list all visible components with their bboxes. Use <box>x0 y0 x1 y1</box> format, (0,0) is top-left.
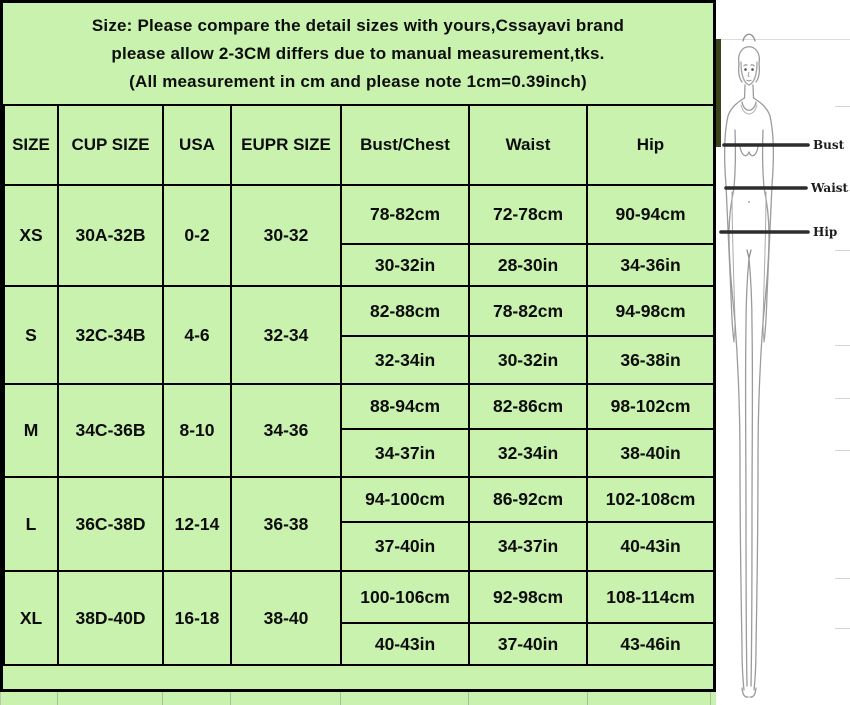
cell-hip-cm: 102-108cm <box>586 476 715 523</box>
table-row-xl-in: 40-43in 37-40in 43-46in <box>4 622 715 666</box>
cell-usa: 12-14 <box>162 476 232 572</box>
chart-title: Size: Please compare the detail sizes wi… <box>3 3 713 104</box>
cell-usa: 8-10 <box>162 383 232 478</box>
col-header-eupr: EUPR SIZE <box>230 104 342 186</box>
cell-waist-in: 37-40in <box>468 622 588 666</box>
title-line-2: please allow 2-3CM differs due to manual… <box>111 44 605 63</box>
size-chart-sheet: Size: Please compare the detail sizes wi… <box>0 0 716 692</box>
cell-eupr: 34-36 <box>230 383 342 478</box>
cell-bust-cm: 82-88cm <box>340 285 470 337</box>
gridline-remnant <box>835 106 850 107</box>
cell-hip-cm: 94-98cm <box>586 285 715 337</box>
cell-waist-in: 28-30in <box>468 243 588 287</box>
cell-hip-cm: 90-94cm <box>586 184 715 245</box>
cell-size: XL <box>3 570 59 666</box>
col-header-usa: USA <box>162 104 232 186</box>
bust-label: Bust <box>813 138 845 152</box>
measurement-lines <box>719 143 810 234</box>
table-row-m-cm: M 34C-36B 8-10 34-36 88-94cm 82-86cm 98-… <box>3 383 715 478</box>
cell-usa: 0-2 <box>162 184 232 287</box>
cell-bust-in: 30-32in <box>340 243 470 287</box>
col-header-bust: Bust/Chest <box>340 104 470 186</box>
gridline-remnant <box>835 190 850 191</box>
table-row-s-cm: S 32C-34B 4-6 32-34 82-88cm 78-82cm 94-9… <box>3 285 715 385</box>
cell-size: M <box>3 383 59 478</box>
col-header-waist: Waist <box>468 104 588 186</box>
table-row-l-cm: L 36C-38D 12-14 36-38 94-100cm 86-92cm 1… <box>3 476 715 572</box>
cell-cup: 34C-36B <box>57 383 164 478</box>
cell-waist-cm: 82-86cm <box>468 383 588 430</box>
cell-usa: 4-6 <box>162 285 232 385</box>
hip-label: Hip <box>813 225 837 239</box>
cell-bust-in: 40-43in <box>340 622 470 666</box>
cell-cup: 30A-32B <box>57 184 164 287</box>
cell-waist-cm: 86-92cm <box>468 476 588 523</box>
figure-top-gridline <box>721 39 850 40</box>
cell-hip-in: 36-38in <box>586 335 715 385</box>
gridline-remnant <box>835 628 850 629</box>
sheet-next-row-sliver <box>0 692 716 705</box>
cell-hip-in: 38-40in <box>586 428 715 478</box>
cell-waist-in: 32-34in <box>468 428 588 478</box>
cell-bust-in: 37-40in <box>340 521 470 572</box>
cell-cup: 36C-38D <box>57 476 164 572</box>
cell-size: L <box>3 476 59 572</box>
body-figure-sketch: Bust Waist Hip <box>719 33 849 698</box>
gridline-remnant <box>835 250 850 251</box>
cell-eupr: 36-38 <box>230 476 342 572</box>
title-line-3: (All measurement in cm and please note 1… <box>129 72 587 91</box>
cell-hip-in: 34-36in <box>586 243 715 287</box>
cell-hip-in: 43-46in <box>586 622 715 666</box>
size-table: SIZE CUP SIZE USA EUPR SIZE Bust/Chest W… <box>3 104 715 666</box>
cell-eupr: 30-32 <box>230 184 342 287</box>
table-header-row: SIZE CUP SIZE USA EUPR SIZE Bust/Chest W… <box>3 104 715 186</box>
cell-bust-cm: 100-106cm <box>340 570 470 624</box>
cell-hip-cm: 108-114cm <box>586 570 715 624</box>
cell-bust-in: 34-37in <box>340 428 470 478</box>
cell-size: XS <box>3 184 59 287</box>
gridline-remnant <box>835 398 850 399</box>
table-row-xs-cm: XS 30A-32B 0-2 30-32 78-82cm 72-78cm 90-… <box>3 184 715 287</box>
table-row-xl-cm: XL 38D-40D 16-18 38-40 100-106cm 92-98cm… <box>3 570 715 666</box>
cell-cup: 32C-34B <box>57 285 164 385</box>
gridline-remnant <box>835 450 850 451</box>
cell-waist-cm: 92-98cm <box>468 570 588 624</box>
cell-waist-cm: 72-78cm <box>468 184 588 245</box>
cell-waist-in: 30-32in <box>468 335 588 385</box>
gridline-remnant <box>835 578 850 579</box>
cell-bust-cm: 94-100cm <box>340 476 470 523</box>
table-row-xs-in: 30-32in 28-30in 34-36in <box>4 243 715 287</box>
title-line-1: Size: Please compare the detail sizes wi… <box>91 16 625 35</box>
col-header-cup: CUP SIZE <box>57 104 164 186</box>
figure-left-edge-strip <box>716 39 721 147</box>
cell-cup: 38D-40D <box>57 570 164 666</box>
table-row-l-in: 37-40in 34-37in 40-43in <box>4 521 715 572</box>
col-header-size: SIZE <box>3 104 59 186</box>
cell-bust-cm: 78-82cm <box>340 184 470 245</box>
cell-hip-cm: 98-102cm <box>586 383 715 430</box>
body-outline <box>724 33 774 698</box>
gridline-remnant <box>835 345 850 346</box>
col-header-hip: Hip <box>586 104 715 186</box>
cell-eupr: 32-34 <box>230 285 342 385</box>
table-row-s-in: 32-34in 30-32in 36-38in <box>4 335 715 385</box>
face-details <box>743 64 755 203</box>
cell-eupr: 38-40 <box>230 570 342 666</box>
cell-bust-in: 32-34in <box>340 335 470 385</box>
waist-label: Waist <box>810 181 849 195</box>
cell-hip-in: 40-43in <box>586 521 715 572</box>
cell-usa: 16-18 <box>162 570 232 666</box>
cell-waist-cm: 78-82cm <box>468 285 588 337</box>
cell-bust-cm: 88-94cm <box>340 383 470 430</box>
body-measurement-panel: Bust Waist Hip <box>716 0 850 705</box>
cell-size: S <box>3 285 59 385</box>
table-row-m-in: 34-37in 32-34in 38-40in <box>4 428 715 478</box>
cell-waist-in: 34-37in <box>468 521 588 572</box>
